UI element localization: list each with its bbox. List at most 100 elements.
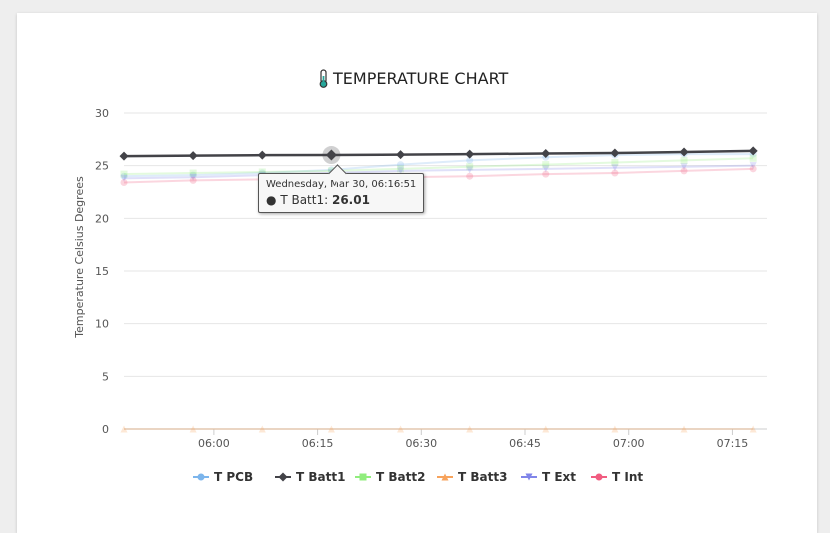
tooltip-row: ● T Batt1: 26.01 (266, 193, 416, 207)
x-tick-label: 06:45 (509, 437, 541, 450)
data-point (749, 154, 757, 162)
y-tick-label: 10 (95, 318, 109, 331)
x-tick-label: 06:15 (302, 437, 334, 450)
series-line (123, 157, 754, 176)
series-t-batt1 (119, 146, 758, 165)
data-point (189, 171, 197, 179)
data-point (465, 149, 475, 159)
data-point (611, 159, 619, 167)
y-tick-label: 5 (102, 370, 109, 383)
data-point (749, 162, 757, 170)
data-point (680, 156, 688, 164)
y-axis: 0 5 10 15 20 25 30 (95, 107, 109, 436)
tooltip-bullet-icon: ● (266, 193, 277, 207)
legend-symbol (525, 473, 533, 481)
data-point (610, 148, 620, 158)
data-point (258, 168, 266, 176)
data-point (189, 173, 197, 181)
legend-symbol (197, 473, 205, 481)
chart-card: TEMPERATURE CHART 0 5 10 15 20 25 30 06:00 06:1… (17, 13, 817, 533)
data-point (396, 150, 406, 160)
legend-label: T Ext (542, 470, 576, 484)
data-point (679, 147, 689, 157)
data-point (466, 156, 474, 164)
data-point (542, 170, 550, 178)
data-point (257, 150, 267, 160)
data-point (680, 163, 688, 171)
y-tick-label: 25 (95, 160, 109, 173)
data-point (397, 161, 405, 169)
data-point (189, 176, 197, 184)
data-point (397, 425, 405, 433)
series-t-batt3 (120, 425, 757, 433)
legend-label: T Batt3 (458, 470, 507, 484)
y-tick-label: 20 (95, 212, 109, 225)
data-point (397, 167, 405, 175)
chart-title: TEMPERATURE CHART (332, 69, 509, 88)
data-point (188, 151, 198, 161)
data-point (397, 165, 405, 173)
x-tick-label: 06:30 (405, 437, 437, 450)
tooltip: Wednesday, Mar 30, 06:16:51 ● T Batt1: 2… (258, 164, 425, 213)
legend-label: T PCB (214, 470, 253, 484)
series-line (123, 167, 754, 184)
data-point (120, 170, 128, 178)
data-point (120, 172, 128, 180)
x-tick-label: 06:00 (198, 437, 230, 450)
data-point (611, 164, 619, 172)
data-point (611, 169, 619, 177)
y-tick-label: 15 (95, 265, 109, 278)
data-point (466, 425, 474, 433)
series-line (123, 164, 754, 180)
legend-item-t-batt3: T Batt3 (437, 470, 507, 484)
data-point (542, 425, 550, 433)
series-layer (119, 146, 758, 433)
thermometer-icon (319, 69, 328, 88)
data-point (680, 425, 688, 433)
data-point (466, 172, 474, 180)
data-point (542, 165, 550, 173)
data-point (189, 169, 197, 177)
data-point (119, 151, 129, 161)
data-point (189, 425, 197, 433)
data-point (120, 425, 128, 433)
legend-label: T Batt2 (376, 470, 425, 484)
data-point (120, 179, 128, 187)
x-axis: 06:00 06:15 06:30 06:45 07:00 07:15 (198, 429, 748, 450)
legend-item-t-batt2: T Batt2 (355, 470, 425, 484)
legend-symbol (359, 473, 367, 481)
legend: T PCB T Batt1 T Batt2 T Batt3 T Ext T Int (193, 470, 643, 484)
data-point (120, 174, 128, 182)
data-point (327, 425, 335, 433)
data-point (541, 149, 551, 159)
data-point (748, 146, 758, 156)
data-point (325, 149, 337, 161)
data-point (749, 425, 757, 433)
grid-lines (124, 112, 767, 430)
legend-symbol (278, 472, 288, 482)
legend-item-t-ext: T Ext (521, 470, 576, 484)
data-point (611, 425, 619, 433)
y-axis-title: Temperature Celsius Degrees (73, 176, 86, 339)
data-point (749, 165, 757, 173)
tooltip-series-label: T Batt1: (280, 193, 329, 207)
x-tick-label: 07:00 (613, 437, 645, 450)
x-tick-label: 07:15 (717, 437, 749, 450)
y-tick-label: 30 (95, 107, 109, 120)
legend-label: T Int (612, 470, 643, 484)
data-point (466, 163, 474, 171)
legend-item-t-pcb: T PCB (193, 470, 253, 484)
legend-item-t-batt1: T Batt1 (275, 470, 345, 484)
legend-item-t-int: T Int (591, 470, 643, 484)
legend-symbol (441, 473, 449, 481)
temperature-chart: TEMPERATURE CHART 0 5 10 15 20 25 30 06:00 06:1… (73, 69, 767, 484)
series-line (123, 149, 754, 158)
legend-symbol (595, 473, 603, 481)
legend-label: T Batt1 (296, 470, 345, 484)
data-point (542, 161, 550, 169)
data-point (466, 166, 474, 174)
data-point (258, 425, 266, 433)
series-line (123, 153, 754, 178)
y-tick-label: 0 (102, 423, 109, 436)
data-point (680, 167, 688, 175)
